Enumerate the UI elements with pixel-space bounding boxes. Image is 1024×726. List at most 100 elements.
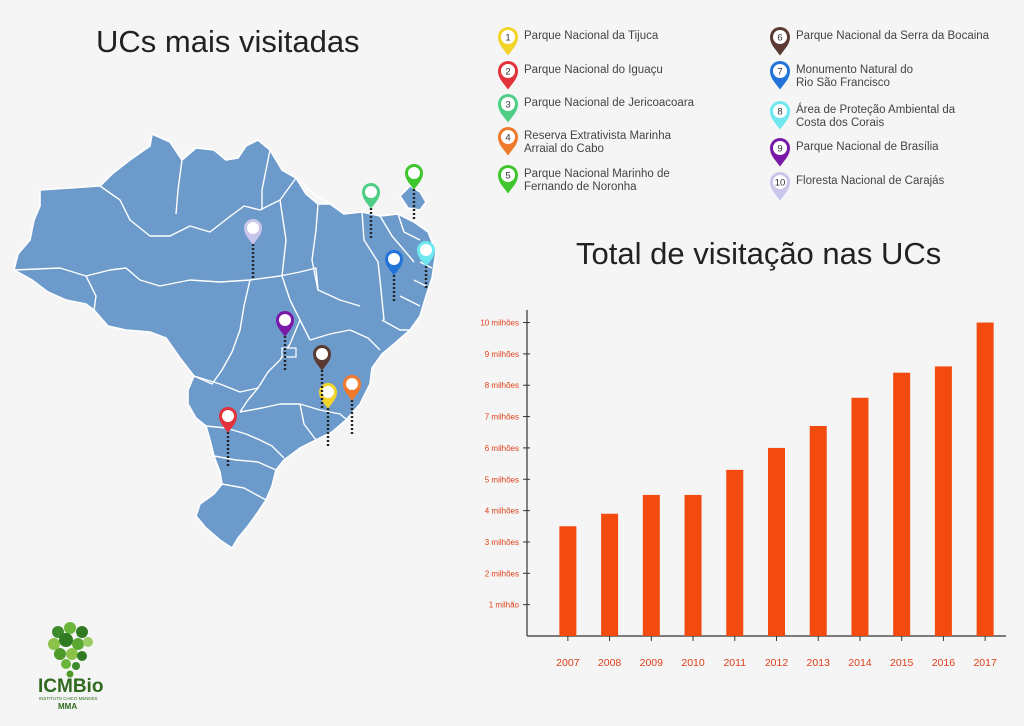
legend-item-9: 9 Parque Nacional de Brasília bbox=[768, 138, 939, 167]
legend-label: Parque Nacional da Serra da Bocaina bbox=[796, 30, 990, 42]
legend-label: Costa dos Corais bbox=[796, 117, 885, 129]
x-tick-label: 2009 bbox=[640, 657, 664, 669]
x-tick-label: 2017 bbox=[973, 657, 997, 669]
pin-marker-icon: 8 bbox=[770, 101, 790, 130]
bar-2015 bbox=[893, 372, 911, 636]
bar-2013 bbox=[809, 425, 827, 636]
x-tick-label: 2011 bbox=[723, 657, 746, 669]
legend-item-5: 5 Parque Nacional Marinho de Fernando de N… bbox=[496, 165, 670, 194]
legend-item-10: 10 Floresta Nacional de Carajás bbox=[768, 172, 945, 201]
pin-marker-icon: 4 bbox=[498, 127, 518, 156]
pin-number: 6 bbox=[777, 33, 782, 44]
bar-2009 bbox=[642, 494, 660, 636]
bar-2010 bbox=[684, 494, 702, 636]
logo-wordmark: ICMBio bbox=[38, 676, 103, 697]
map-pin-5 bbox=[405, 164, 423, 221]
y-tick-label: 2 milhões bbox=[485, 569, 519, 578]
pin-marker-icon: 1 bbox=[498, 27, 518, 56]
x-tick-label: 2010 bbox=[681, 657, 705, 669]
logo-subtitle: INSTITUTO CHICO MENDES bbox=[39, 696, 98, 701]
pin-marker-icon: 2 bbox=[498, 61, 518, 90]
bar-2008 bbox=[601, 513, 619, 636]
brazil-state-borders bbox=[13, 149, 433, 501]
y-tick-label: 7 milhões bbox=[485, 413, 519, 422]
icmbio-logo: ICMBio INSTITUTO CHICO MENDES MMA bbox=[38, 622, 103, 710]
y-tick-label: 8 milhões bbox=[485, 381, 519, 390]
chart-title: Total de visitação nas UCs bbox=[576, 236, 942, 271]
pin-marker-icon: 3 bbox=[498, 94, 518, 123]
y-tick-label: 1 milhão bbox=[489, 601, 520, 610]
logo-tag: MMA bbox=[58, 702, 77, 710]
pin-number: 9 bbox=[777, 144, 782, 155]
legend-label: Parque Nacional Marinho de bbox=[524, 168, 670, 180]
x-tick-label: 2016 bbox=[932, 657, 956, 669]
legend-item-1: 1 Parque Nacional da Tijuca bbox=[496, 27, 659, 56]
pin-marker-icon: 7 bbox=[770, 61, 790, 90]
legend-label: Arraial do Cabo bbox=[524, 143, 604, 155]
legend-label: Parque Nacional de Brasília bbox=[796, 141, 939, 153]
pin-number: 5 bbox=[505, 171, 510, 182]
legend-item-8: 8 Área de Proteção Ambiental da Costa dos … bbox=[768, 101, 956, 130]
legend-item-4: 4 Reserva Extrativista Marinha Arraial do … bbox=[496, 127, 671, 156]
map-pin-7 bbox=[385, 250, 403, 303]
bar-2007 bbox=[559, 526, 577, 636]
map-title: UCs mais visitadas bbox=[96, 24, 360, 59]
x-tick-label: 2008 bbox=[598, 657, 622, 669]
map-pins bbox=[219, 164, 435, 468]
map-pin-2 bbox=[219, 407, 237, 468]
legend-item-6: 6 Parque Nacional da Serra da Bocaina bbox=[768, 27, 990, 56]
pin-number: 8 bbox=[777, 107, 782, 118]
chart-x-ticks: 2007 2008 2009 2010 2011 2012 2013 2014 2015 2016… bbox=[556, 636, 997, 669]
pin-number: 4 bbox=[505, 133, 510, 144]
x-tick-label: 2015 bbox=[890, 657, 914, 669]
x-tick-label: 2013 bbox=[807, 657, 831, 669]
pin-number: 3 bbox=[505, 100, 510, 111]
map-pin-3 bbox=[362, 183, 380, 238]
pin-marker-icon: 6 bbox=[770, 27, 790, 56]
legend-item-3: 3 Parque Nacional de Jericoacoara bbox=[496, 94, 695, 123]
map-pin-1 bbox=[319, 383, 337, 448]
legend-label: Parque Nacional do Iguaçu bbox=[524, 64, 663, 76]
pin-number: 10 bbox=[775, 178, 786, 189]
legend-item-2: 2 Parque Nacional do Iguaçu bbox=[496, 61, 663, 90]
legend-label: Floresta Nacional de Carajás bbox=[796, 175, 945, 187]
legend-label: Parque Nacional da Tijuca bbox=[524, 30, 659, 42]
y-tick-label: 3 milhões bbox=[485, 538, 519, 547]
pin-marker-icon: 10 bbox=[770, 172, 790, 201]
map-pin-6 bbox=[313, 345, 331, 410]
chart-bars bbox=[559, 322, 994, 636]
pin-number: 7 bbox=[777, 67, 782, 78]
pin-number: 1 bbox=[505, 33, 510, 44]
pin-number: 2 bbox=[505, 67, 510, 78]
bar-2014 bbox=[851, 397, 869, 636]
chart-y-ticks: 1 milhão 2 milhões 3 milhões 4 milhões 5 mil… bbox=[480, 319, 530, 610]
legend-label: Reserva Extrativista Marinha bbox=[524, 130, 671, 142]
bar-2016 bbox=[934, 366, 952, 636]
y-tick-label: 6 milhões bbox=[485, 444, 519, 453]
bar-2011 bbox=[726, 469, 744, 636]
map-pin-9 bbox=[276, 311, 294, 370]
map-pin-10 bbox=[244, 219, 262, 280]
legend-label: Parque Nacional de Jericoacoara bbox=[524, 97, 695, 109]
x-tick-label: 2014 bbox=[848, 657, 872, 669]
legend-label: Fernando de Noronha bbox=[524, 181, 637, 193]
federal-district bbox=[281, 347, 297, 358]
y-tick-label: 9 milhões bbox=[485, 350, 519, 359]
legend-label: Área de Proteção Ambiental da bbox=[796, 104, 956, 116]
x-tick-label: 2012 bbox=[765, 657, 789, 669]
legend-label: Monumento Natural do bbox=[796, 64, 913, 76]
chart-axes bbox=[526, 310, 1006, 637]
bar-2012 bbox=[768, 447, 785, 636]
map-pin-4 bbox=[343, 375, 361, 436]
pin-marker-icon: 5 bbox=[498, 165, 518, 194]
pin-marker-icon: 9 bbox=[770, 138, 790, 167]
legend-item-7: 7 Monumento Natural do Rio São Francisco bbox=[768, 61, 913, 90]
y-tick-label: 5 milhões bbox=[485, 475, 519, 484]
legend-label: Rio São Francisco bbox=[796, 77, 890, 89]
map-pin-8 bbox=[417, 241, 435, 288]
x-tick-label: 2007 bbox=[556, 657, 580, 669]
y-tick-label: 10 milhões bbox=[480, 319, 519, 328]
bar-2017 bbox=[976, 322, 994, 636]
